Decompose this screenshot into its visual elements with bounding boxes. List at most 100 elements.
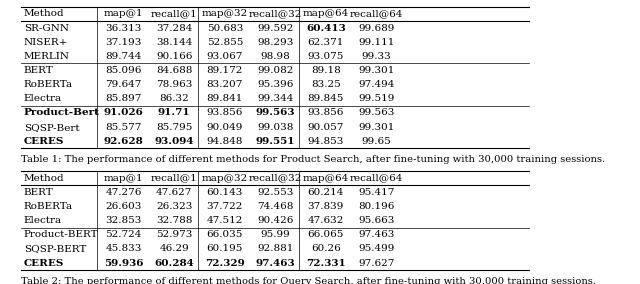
- Text: MERLIN: MERLIN: [24, 52, 70, 61]
- Text: SR-GNN: SR-GNN: [24, 24, 69, 33]
- Text: 60.413: 60.413: [306, 24, 346, 33]
- Text: CERES: CERES: [24, 137, 64, 146]
- Text: 66.065: 66.065: [308, 230, 344, 239]
- Text: 91.026: 91.026: [104, 108, 143, 118]
- Text: 66.035: 66.035: [207, 230, 243, 239]
- Text: 93.075: 93.075: [308, 52, 344, 61]
- Text: 89.845: 89.845: [308, 94, 344, 103]
- Text: 90.049: 90.049: [207, 123, 243, 131]
- Text: 72.331: 72.331: [306, 259, 346, 268]
- Text: 99.082: 99.082: [257, 66, 294, 75]
- Text: 47.632: 47.632: [308, 216, 344, 225]
- Text: 47.512: 47.512: [207, 216, 243, 225]
- Text: 99.551: 99.551: [255, 137, 295, 146]
- Text: 98.98: 98.98: [260, 52, 290, 61]
- Text: recall@64: recall@64: [349, 174, 403, 183]
- Text: 52.855: 52.855: [207, 38, 243, 47]
- Text: 26.323: 26.323: [156, 202, 193, 211]
- Text: 36.313: 36.313: [106, 24, 142, 33]
- Text: CERES: CERES: [24, 259, 64, 268]
- Text: RoBERTa: RoBERTa: [24, 202, 73, 211]
- Text: 93.856: 93.856: [207, 108, 243, 118]
- Text: 62.371: 62.371: [308, 38, 344, 47]
- Text: 60.284: 60.284: [154, 259, 194, 268]
- Text: 32.853: 32.853: [106, 216, 142, 225]
- Text: 99.689: 99.689: [358, 24, 395, 33]
- Text: 94.848: 94.848: [207, 137, 243, 146]
- Text: 89.18: 89.18: [311, 66, 340, 75]
- Text: 26.603: 26.603: [106, 202, 142, 211]
- Text: 99.038: 99.038: [257, 123, 294, 131]
- Text: 84.688: 84.688: [156, 66, 193, 75]
- Text: SQSP-Bert: SQSP-Bert: [24, 123, 79, 131]
- Text: 98.293: 98.293: [257, 38, 294, 47]
- Text: 72.329: 72.329: [205, 259, 244, 268]
- Text: 83.207: 83.207: [207, 80, 243, 89]
- Text: 50.683: 50.683: [207, 24, 243, 33]
- Text: 85.577: 85.577: [106, 123, 142, 131]
- Text: map@64: map@64: [303, 174, 349, 183]
- Text: 99.33: 99.33: [362, 52, 391, 61]
- Text: 99.111: 99.111: [358, 38, 395, 47]
- Text: 95.396: 95.396: [257, 80, 294, 89]
- Text: 89.841: 89.841: [207, 94, 243, 103]
- Text: 89.744: 89.744: [106, 52, 142, 61]
- Text: 79.647: 79.647: [106, 80, 142, 89]
- Text: Electra: Electra: [24, 216, 62, 225]
- Text: map@1: map@1: [104, 9, 143, 18]
- Text: map@64: map@64: [303, 9, 349, 18]
- Text: 93.067: 93.067: [207, 52, 243, 61]
- Text: 45.833: 45.833: [106, 245, 142, 253]
- Text: 97.463: 97.463: [358, 230, 395, 239]
- Text: 85.897: 85.897: [106, 94, 142, 103]
- Text: 89.172: 89.172: [207, 66, 243, 75]
- Text: recall@64: recall@64: [349, 9, 403, 18]
- Text: 59.936: 59.936: [104, 259, 143, 268]
- Text: 37.839: 37.839: [308, 202, 344, 211]
- Text: BERT: BERT: [24, 66, 54, 75]
- Text: 37.722: 37.722: [207, 202, 243, 211]
- Text: Method: Method: [24, 9, 65, 18]
- Text: 52.973: 52.973: [156, 230, 193, 239]
- Text: 92.628: 92.628: [104, 137, 143, 146]
- Text: 46.29: 46.29: [159, 245, 189, 253]
- Text: 60.26: 60.26: [311, 245, 340, 253]
- Text: 90.057: 90.057: [308, 123, 344, 131]
- Text: 47.627: 47.627: [156, 188, 193, 197]
- Text: NISER+: NISER+: [24, 38, 68, 47]
- Text: map@1: map@1: [104, 174, 143, 183]
- Text: 95.499: 95.499: [358, 245, 395, 253]
- Text: 92.881: 92.881: [257, 245, 294, 253]
- Text: recall@32: recall@32: [249, 9, 302, 18]
- Text: 93.856: 93.856: [308, 108, 344, 118]
- Text: map@32: map@32: [202, 174, 248, 183]
- Text: 99.563: 99.563: [255, 108, 295, 118]
- Text: 94.853: 94.853: [308, 137, 344, 146]
- Text: 37.284: 37.284: [156, 24, 193, 33]
- Text: 38.144: 38.144: [156, 38, 193, 47]
- Text: 97.494: 97.494: [358, 80, 395, 89]
- Text: 86.32: 86.32: [159, 94, 189, 103]
- Text: 99.592: 99.592: [257, 24, 294, 33]
- Text: 99.65: 99.65: [362, 137, 391, 146]
- Text: 99.519: 99.519: [358, 94, 395, 103]
- Text: 99.563: 99.563: [358, 108, 395, 118]
- Text: 95.663: 95.663: [358, 216, 395, 225]
- Text: RoBERTa: RoBERTa: [24, 80, 73, 89]
- Text: 60.143: 60.143: [207, 188, 243, 197]
- Text: 32.788: 32.788: [156, 216, 193, 225]
- Text: 37.193: 37.193: [106, 38, 142, 47]
- Text: 92.553: 92.553: [257, 188, 294, 197]
- Text: SQSP-BERT: SQSP-BERT: [24, 245, 86, 253]
- Text: 95.99: 95.99: [260, 230, 290, 239]
- Text: 97.627: 97.627: [358, 259, 395, 268]
- Text: 90.426: 90.426: [257, 216, 294, 225]
- Text: 85.795: 85.795: [156, 123, 193, 131]
- Text: 99.301: 99.301: [358, 123, 395, 131]
- Text: 52.724: 52.724: [106, 230, 142, 239]
- Text: 97.463: 97.463: [255, 259, 295, 268]
- Text: recall@32: recall@32: [249, 174, 302, 183]
- Text: Table 1: The performance of different methods for Product Search, after fine-tun: Table 1: The performance of different me…: [21, 155, 605, 164]
- Text: Method: Method: [24, 174, 65, 183]
- Text: 60.214: 60.214: [308, 188, 344, 197]
